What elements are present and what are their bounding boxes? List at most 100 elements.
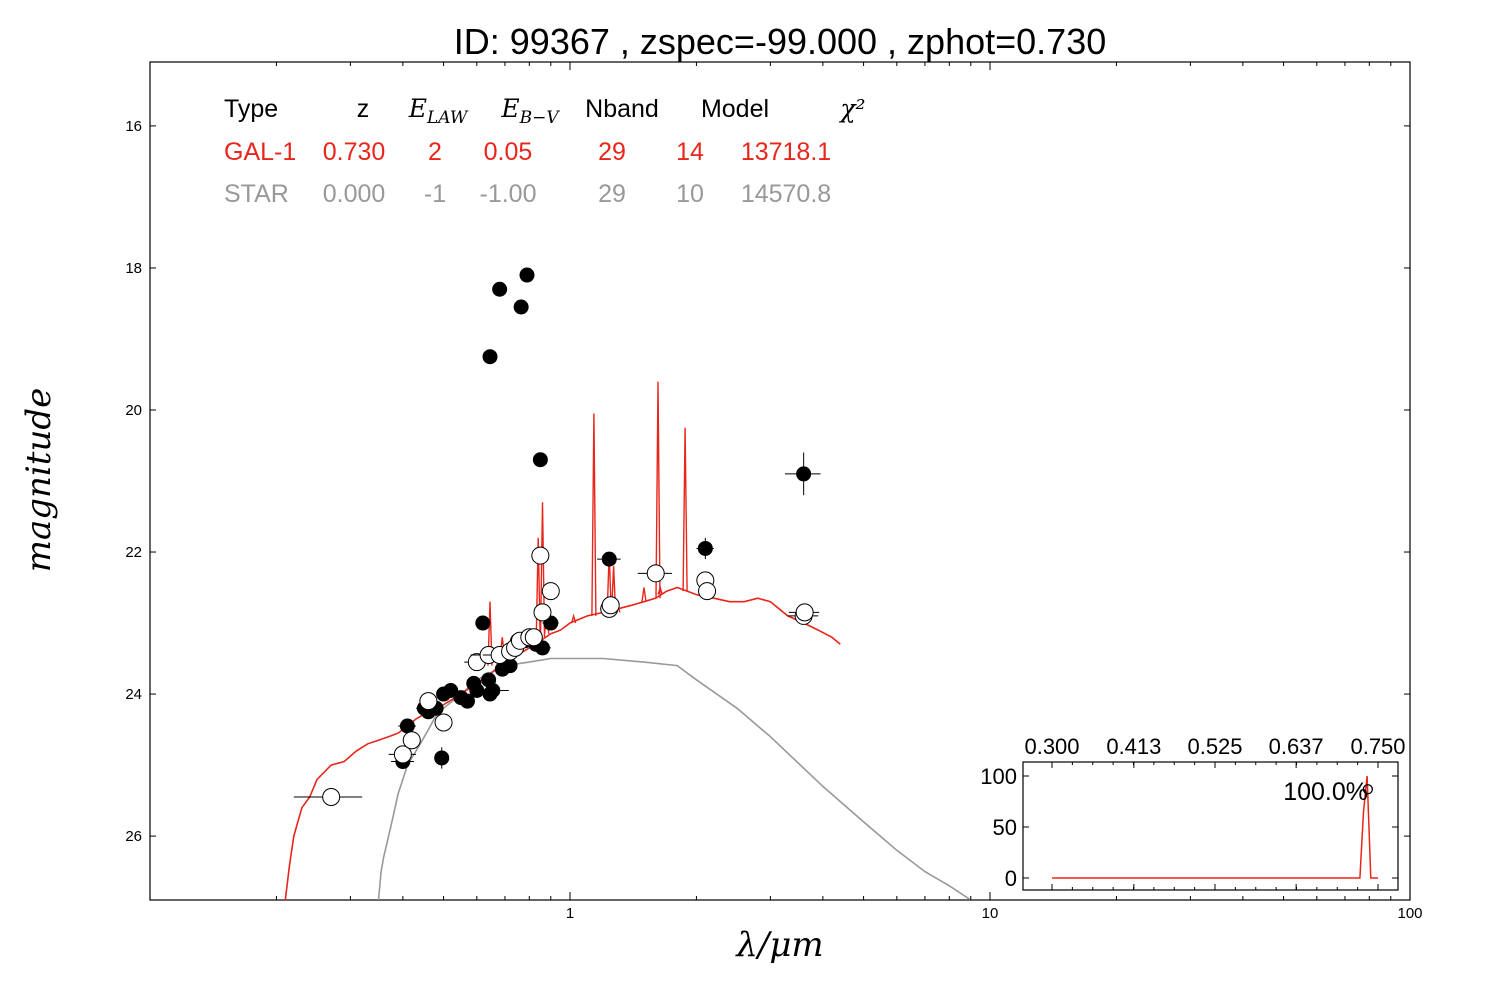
observed-point	[696, 537, 714, 560]
emission-line	[641, 587, 647, 602]
x-tick-label: 1	[566, 905, 574, 922]
y-tick-label: 20	[125, 402, 142, 419]
observed-point	[519, 267, 535, 283]
table-cell-star: 10	[676, 180, 704, 208]
inset-x-tick-label: 0.750	[1350, 734, 1405, 759]
inset-x-tick-label: 0.300	[1024, 734, 1079, 759]
pdz-inset: 0.300 0.413 0.525 0.637 0.750 0 50 100 100.0%	[980, 734, 1405, 891]
inset-y-tick-label: 100	[980, 764, 1017, 789]
table-cell-galaxy: 29	[598, 138, 626, 166]
inset-frame	[1022, 761, 1399, 891]
observed-point	[482, 349, 498, 365]
observed-point	[597, 551, 621, 567]
model-point	[524, 628, 543, 647]
y-tick-label: 16	[125, 118, 142, 135]
y-tick-label: 24	[125, 686, 142, 703]
observed-marker	[475, 615, 491, 631]
table-cell-star: STAR	[224, 180, 289, 208]
observed-marker	[532, 452, 548, 468]
table-cell-star: 14570.8	[741, 180, 831, 208]
observed-marker	[399, 718, 415, 734]
pdz-peak-marker	[1362, 784, 1374, 795]
model-point	[698, 582, 717, 601]
model-point	[434, 713, 453, 732]
observed-point	[532, 452, 548, 468]
observed-marker	[601, 551, 617, 567]
emission-line	[655, 381, 661, 599]
model-point	[293, 788, 363, 807]
observed-marker	[502, 658, 518, 674]
observed-point	[513, 299, 529, 315]
model-marker	[601, 596, 620, 615]
table-cell-galaxy: 13718.1	[741, 138, 831, 166]
x-axis-label: λ/μm	[734, 925, 823, 965]
x-tick-label: 100	[1397, 905, 1422, 922]
table-cell-galaxy: 0.730	[323, 138, 386, 166]
observed-marker	[459, 693, 475, 709]
y-tick-label: 18	[125, 260, 142, 277]
table-cell-star: -1	[424, 180, 446, 208]
table-header: z	[357, 95, 370, 123]
table-cell-star: -1.00	[480, 180, 537, 208]
model-point	[388, 745, 417, 764]
inset-y-tick-label: 50	[993, 815, 1017, 840]
model-marker	[322, 788, 341, 807]
observed-point	[475, 683, 509, 698]
pdz-line	[1052, 775, 1378, 879]
observed-marker	[513, 299, 529, 315]
observed-point	[502, 658, 518, 674]
observed-marker	[485, 683, 501, 698]
observed-marker	[519, 267, 535, 283]
table-cell-galaxy: 2	[428, 138, 442, 166]
model-point	[419, 692, 438, 711]
model-point	[788, 603, 820, 622]
inset-x-tick-label: 0.637	[1269, 734, 1324, 759]
plot-frame	[149, 61, 1411, 901]
table-header: χ²	[838, 94, 865, 123]
y-tick-label: 22	[125, 544, 142, 561]
model-point	[541, 582, 560, 601]
model-point	[531, 546, 550, 565]
model-marker	[533, 603, 552, 622]
model-marker	[698, 582, 717, 601]
model-point	[402, 731, 421, 750]
emission-line	[682, 427, 688, 592]
table-header: ELAW	[408, 94, 469, 128]
model-marker	[646, 564, 665, 583]
table-header: Model	[701, 95, 769, 123]
model-marker	[541, 582, 560, 601]
inset-x-tick-label: 0.525	[1187, 734, 1242, 759]
galaxy-model-line	[284, 586, 841, 900]
table-cell-star: 0.000	[323, 180, 386, 208]
model-point	[533, 603, 552, 622]
emission-line	[570, 613, 577, 624]
chart-title: ID: 99367 , zspec=-99.000 , zphot=0.730	[454, 21, 1106, 62]
pdz-percent-label: 100.0%	[1283, 778, 1368, 806]
model-marker	[795, 603, 814, 622]
model-marker	[402, 731, 421, 750]
table-cell-galaxy: 14	[676, 138, 704, 166]
table-cell-galaxy: 0.05	[484, 138, 533, 166]
observed-point	[434, 747, 450, 769]
y-axis-label: magnitude	[19, 388, 59, 573]
plot-area	[284, 267, 972, 900]
model-marker	[434, 713, 453, 732]
observed-marker	[697, 540, 713, 556]
emission-line	[487, 601, 493, 666]
observed-point	[459, 693, 475, 709]
table-cell-galaxy: GAL-1	[224, 138, 296, 166]
model-marker	[393, 745, 412, 764]
observed-marker	[482, 349, 498, 365]
y-tick-label: 26	[125, 828, 142, 845]
model-marker	[524, 628, 543, 647]
model-marker	[419, 692, 438, 711]
model-marker	[531, 546, 550, 565]
observed-point	[492, 281, 508, 297]
inset-y-tick-label: 0	[1005, 866, 1017, 891]
fit-table: Type z ELAW EB−V Nband Model χ² GAL-1 0.730 2 0.05…	[224, 94, 866, 208]
emission-line	[657, 584, 663, 595]
observed-marker	[492, 281, 508, 297]
table-cell-star: 29	[598, 180, 626, 208]
